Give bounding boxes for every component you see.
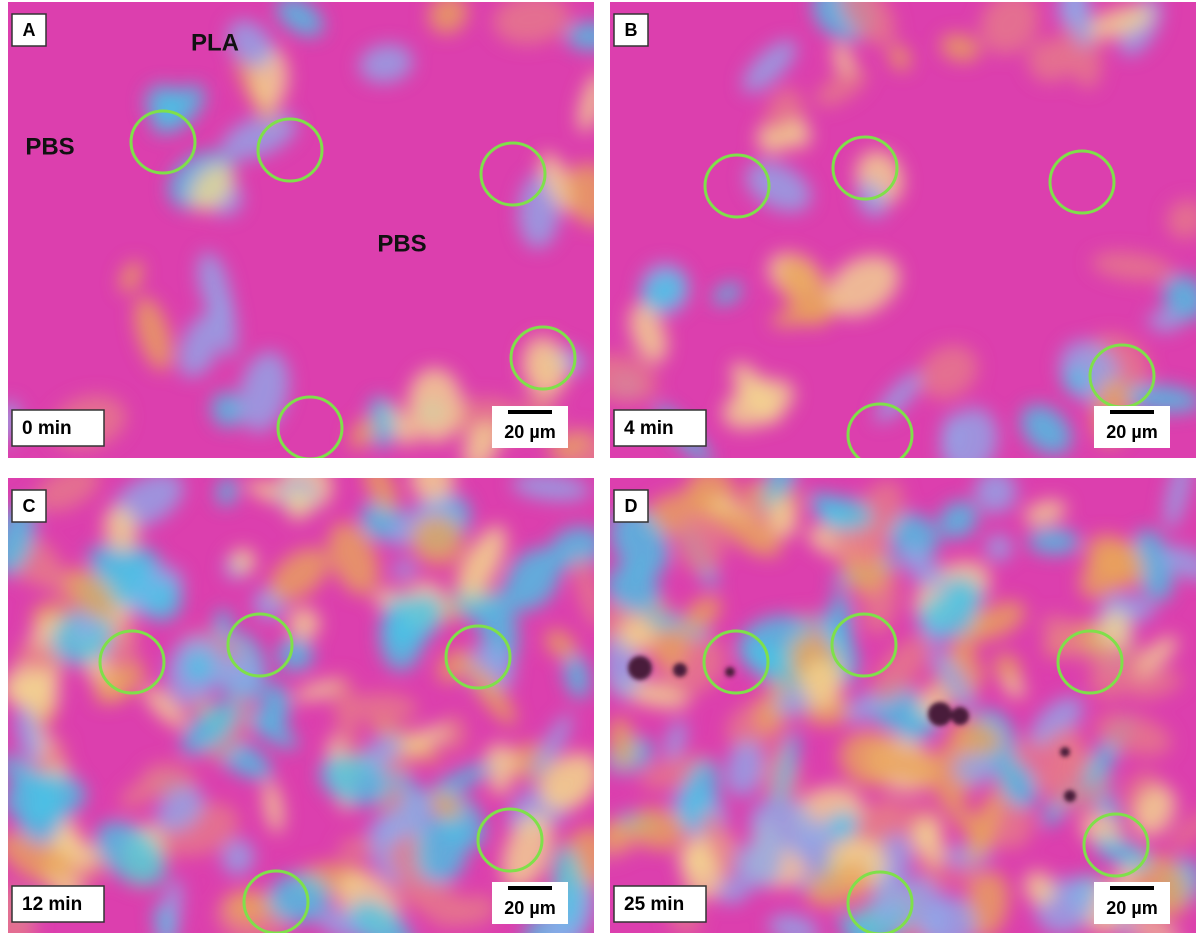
dark-spot	[928, 702, 952, 726]
dark-spot	[628, 656, 652, 680]
scale-bar	[508, 410, 552, 414]
dark-spot	[673, 663, 687, 677]
scale-bar	[1110, 886, 1154, 890]
phase-label: PBS	[25, 133, 74, 160]
dark-spot	[725, 667, 735, 677]
time-label: 25 min	[624, 894, 684, 915]
dark-spot	[1064, 790, 1076, 802]
phase-label: PBS	[377, 230, 426, 257]
scale-label: 20 µm	[504, 422, 555, 442]
micrograph-panel: B 4 min 20 µm	[575, 0, 1196, 484]
scale-label: 20 µm	[504, 898, 555, 918]
panel-letter: D	[625, 496, 638, 516]
scale-bar	[1110, 410, 1154, 414]
phase-label: PLA	[191, 29, 239, 56]
background	[8, 2, 594, 458]
crystal-region	[285, 487, 312, 520]
micrograph-image	[585, 441, 1196, 933]
scale-label: 20 µm	[1106, 422, 1157, 442]
time-label: 4 min	[624, 418, 674, 439]
scale-label: 20 µm	[1106, 898, 1157, 918]
panel-letter: C	[23, 496, 36, 516]
micrograph-panel: D 25 min 20 µm	[585, 441, 1196, 933]
micrograph-panel: A 0 min 20 µm PLA PBS PBS	[0, 0, 626, 494]
time-label: 0 min	[22, 418, 72, 439]
time-label: 12 min	[22, 894, 82, 915]
scale-bar	[508, 886, 552, 890]
micrograph-image	[0, 447, 623, 933]
dark-spot	[1060, 747, 1070, 757]
panel-letter: B	[625, 20, 638, 40]
figure: A 0 min 20 µm PLA PBS PBS B 4 min 20 µm C 12 min 20…	[0, 0, 1196, 933]
dark-spot	[951, 707, 969, 725]
micrograph-panel: C 12 min 20 µm	[0, 447, 623, 933]
panel-letter: A	[23, 20, 36, 40]
